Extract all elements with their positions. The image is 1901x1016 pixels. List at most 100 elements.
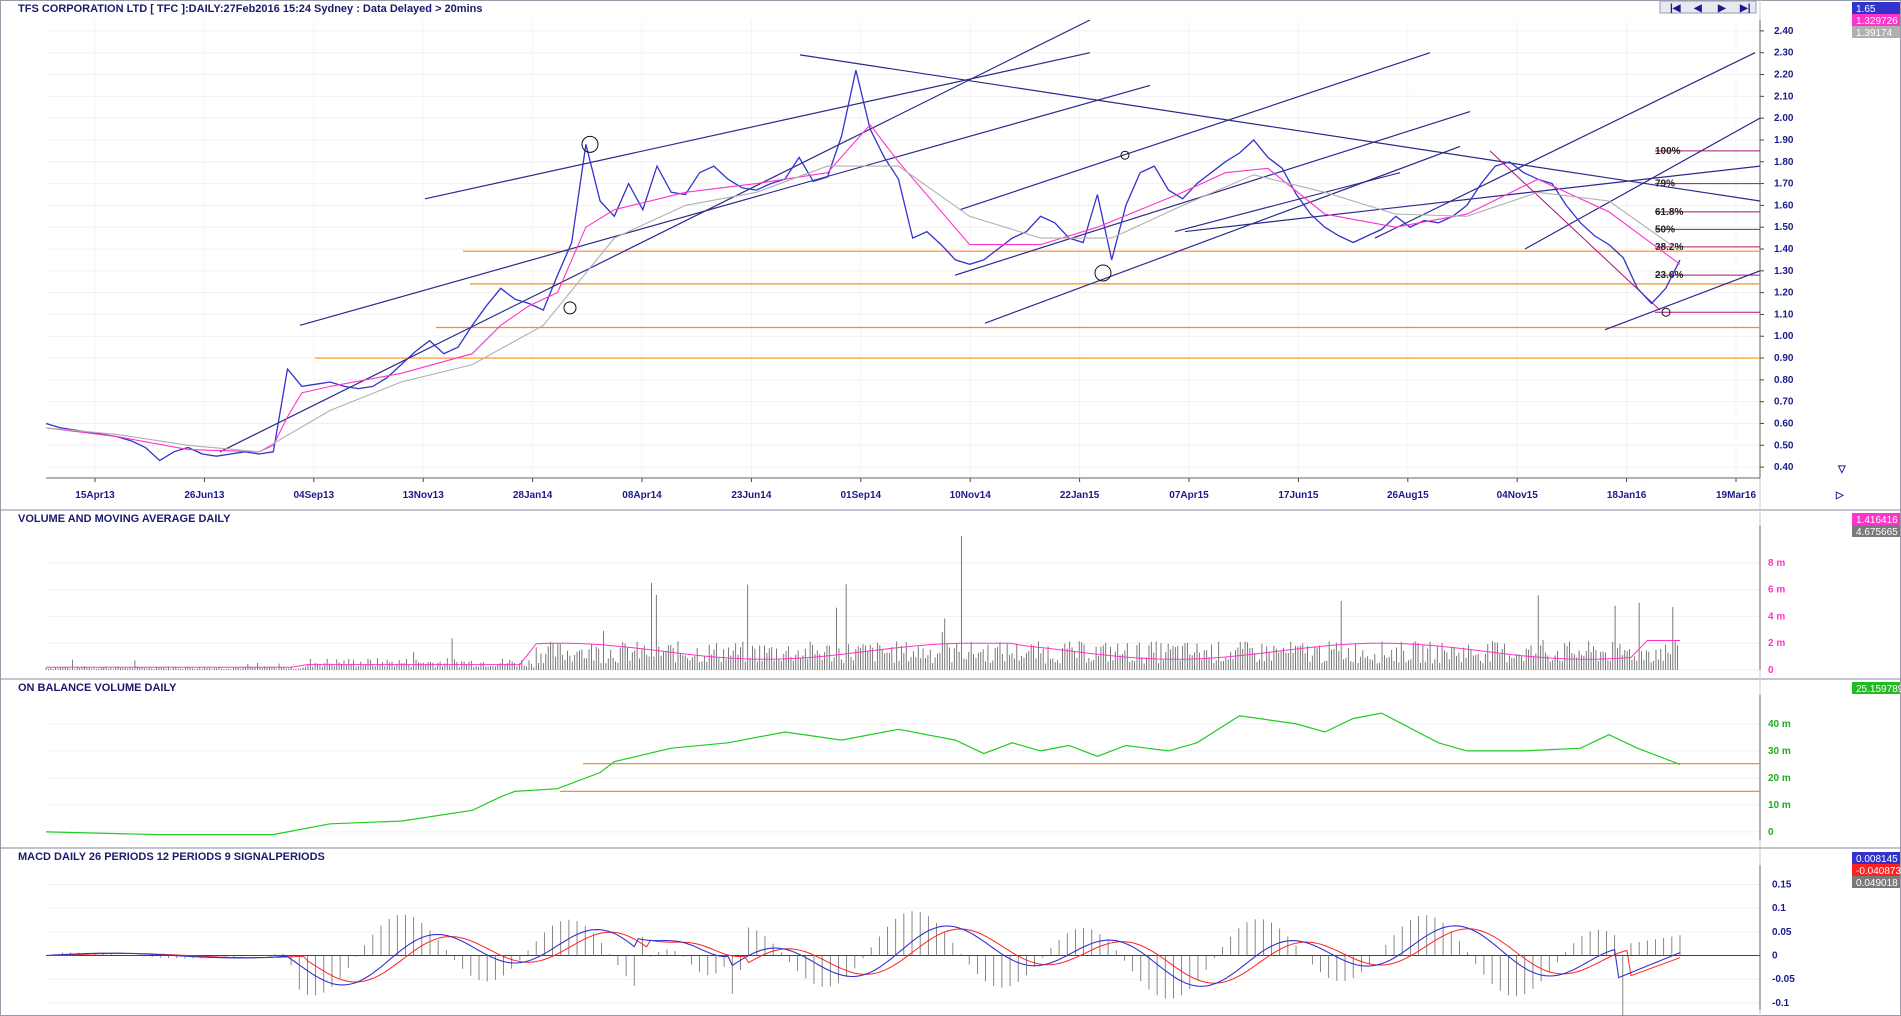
- channel-trendline: [1604, 270, 1761, 331]
- price-y-tick: 1.10: [1774, 309, 1794, 320]
- macd-y-tick: 0.15: [1772, 879, 1792, 890]
- price-x-tick: 04Sep13: [294, 490, 335, 501]
- price-x-tick: 26Jun13: [184, 490, 224, 501]
- nav-prev-button[interactable]: ◀: [1693, 3, 1702, 14]
- nav-first-button[interactable]: |◀: [1670, 3, 1681, 14]
- volume-badge: [1852, 525, 1900, 537]
- swing-marker: [581, 135, 599, 153]
- price-badge: [1852, 14, 1900, 26]
- price-y-tick: 1.00: [1774, 331, 1794, 342]
- volume-value-badges: 1.416416 m4.675665 m: [1852, 513, 1901, 538]
- price-gridlines: [46, 20, 1760, 478]
- price-y-tick: 2.40: [1774, 26, 1794, 37]
- price-y-tick: 1.50: [1774, 222, 1794, 233]
- macd-y-tick: -0.05: [1772, 974, 1795, 985]
- price-x-tick: 23Jun14: [731, 490, 771, 501]
- volume-moving-average: [46, 640, 1680, 668]
- price-y-tick: 0.40: [1774, 462, 1794, 473]
- price-y-tick: 2.30: [1774, 48, 1794, 59]
- volume-y-tick: 6 m: [1768, 585, 1785, 596]
- macd-series: [45, 925, 1681, 987]
- pattern-markers: [563, 135, 1671, 317]
- price-y-axis: 0.40 0.50 0.60 0.70 0.80 0.90 1.00 1.10 1.20 1.30…: [1759, 20, 1794, 478]
- fib-level-label: 38.2%: [1655, 242, 1683, 253]
- resistance-trendline: [799, 54, 1761, 202]
- scroll-arrows: ▽ ▷: [1835, 464, 1846, 501]
- price-badge-text: 1.39174: [1856, 28, 1893, 39]
- scroll-down-icon[interactable]: ▽: [1837, 464, 1846, 475]
- swing-marker: [1094, 264, 1112, 282]
- slow-ma-line: [45, 165, 1681, 453]
- fib-level-label: 50%: [1655, 224, 1675, 235]
- price-y-tick: 1.70: [1774, 179, 1794, 190]
- price-badge-text: 1.65: [1856, 4, 1876, 15]
- volume-y-axis: 0 2 m 4 m 6 m 8 m: [1759, 526, 1785, 676]
- price-x-tick: 19Mar16: [1716, 490, 1756, 501]
- channel-trendline: [984, 145, 1461, 324]
- macd-y-tick: -0.1: [1772, 998, 1790, 1009]
- macd-histogram: [53, 911, 1681, 1016]
- price-y-tick: 0.50: [1774, 440, 1794, 451]
- volume-badge: [1852, 513, 1900, 525]
- price-x-axis: 15Apr13 26Jun13 04Sep13 13Nov13 28Jan14 08Apr…: [46, 477, 1760, 501]
- macd-badge: [1852, 876, 1900, 888]
- price-badge: [1852, 26, 1900, 38]
- price-x-tick: 22Jan15: [1060, 490, 1100, 501]
- channel-trendline: [1184, 165, 1761, 233]
- macd-y-tick: 0.1: [1772, 903, 1786, 914]
- fib-level-label: 100%: [1655, 146, 1681, 157]
- fib-level-label: 79%: [1655, 179, 1675, 190]
- price-y-tick: 0.70: [1774, 397, 1794, 408]
- obv-y-tick: 40 m: [1768, 719, 1791, 730]
- swing-marker: [1661, 307, 1671, 317]
- price-chart-title: TFS CORPORATION LTD [ TFC ]:DAILY:27Feb2…: [18, 3, 482, 15]
- swing-marker: [1120, 150, 1130, 160]
- volume-y-tick: 8 m: [1768, 558, 1785, 569]
- macd-badge: [1852, 864, 1900, 876]
- price-y-tick: 1.40: [1774, 244, 1794, 255]
- volume-bars: [45, 536, 1679, 670]
- price-x-tick: 18Jan16: [1607, 490, 1647, 501]
- volume-y-tick: 0: [1768, 665, 1774, 676]
- macd-y-axis: -0.1 -0.05 0 0.05 0.1 0.15: [1759, 865, 1795, 1010]
- price-x-tick: 10Nov14: [950, 490, 992, 501]
- macd-y-tick: 0: [1772, 951, 1778, 962]
- price-x-tick: 01Sep14: [841, 490, 882, 501]
- obv-y-tick: 0: [1768, 827, 1774, 838]
- channel-trendline: [954, 111, 1471, 276]
- macd-line: [45, 925, 1681, 987]
- volume-badge-text: 4.675665 m: [1856, 527, 1901, 538]
- volume-panel-title: VOLUME AND MOVING AVERAGE DAILY: [18, 513, 231, 525]
- price-x-tick: 15Apr13: [75, 490, 115, 501]
- trendlines: 100% 79% 61.8% 50% 38.2% 23.6%: [219, 19, 1761, 453]
- price-y-tick: 2.10: [1774, 91, 1794, 102]
- obv-value-badges: 25.159789 m: [1852, 682, 1901, 695]
- price-x-tick: 17Jun15: [1278, 490, 1318, 501]
- obv-series: [45, 712, 1760, 836]
- macd-badge-text: -0.040873: [1856, 866, 1901, 877]
- channel-trendline: [299, 84, 1151, 326]
- macd-badge-text: 0.049018: [1856, 878, 1898, 889]
- price-y-tick: 1.20: [1774, 288, 1794, 299]
- nav-next-button[interactable]: ▶: [1717, 3, 1727, 14]
- obv-y-tick: 10 m: [1768, 800, 1791, 811]
- price-y-tick: 1.90: [1774, 135, 1794, 146]
- scroll-right-icon[interactable]: ▷: [1835, 490, 1845, 501]
- price-x-tick: 26Aug15: [1387, 490, 1429, 501]
- price-y-tick: 0.90: [1774, 353, 1794, 364]
- nav-last-button[interactable]: ▶|: [1739, 3, 1751, 14]
- channel-trendline: [1174, 172, 1401, 233]
- price-y-tick: 1.80: [1774, 157, 1794, 168]
- obv-y-axis: 0 10 m 20 m 30 m 40 m: [1759, 695, 1791, 840]
- price-x-tick: 07Apr15: [1169, 490, 1209, 501]
- obv-badge: [1852, 682, 1900, 694]
- macd-panel-title: MACD DAILY 26 PERIODS 12 PERIODS 9 SIGNA…: [18, 851, 325, 863]
- obv-gridlines: [46, 723, 1760, 833]
- macd-signal-line: [46, 928, 1681, 984]
- price-badge-text: 1.329726: [1856, 16, 1898, 27]
- channel-trendline: [1374, 52, 1756, 239]
